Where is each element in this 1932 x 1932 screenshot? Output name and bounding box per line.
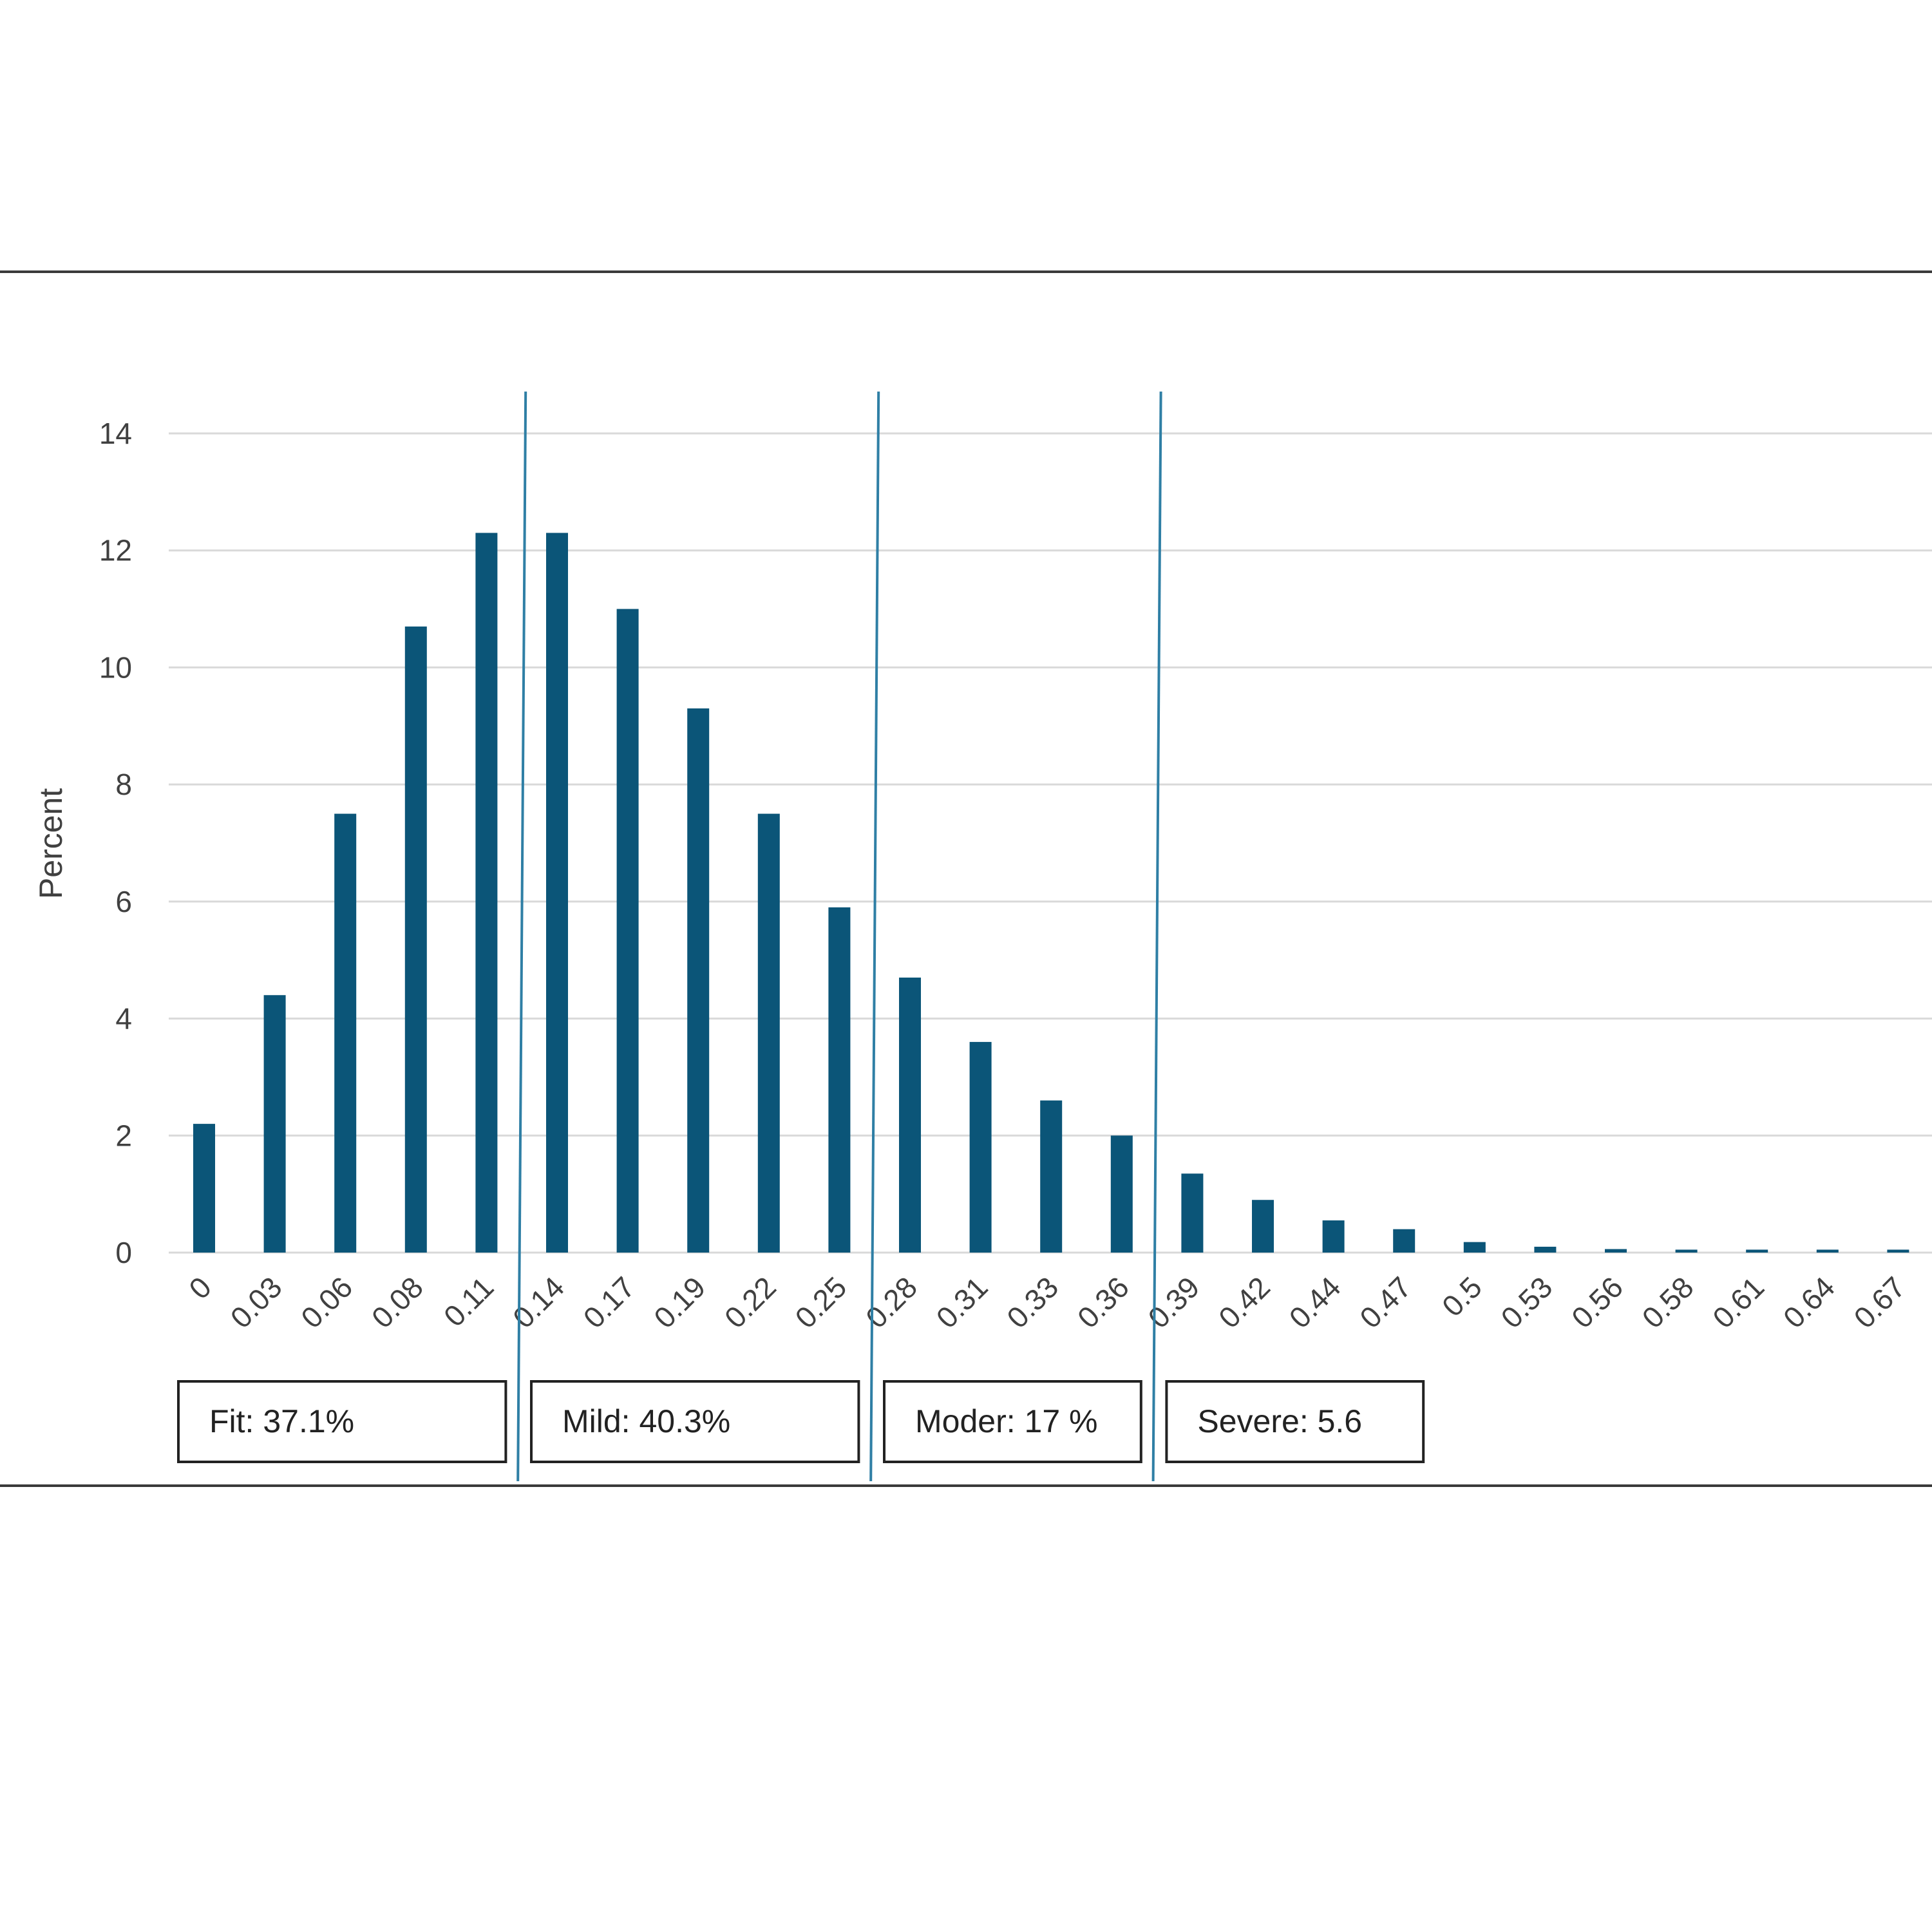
bar — [1322, 1220, 1345, 1253]
x-tick-label: 0.03 — [224, 1270, 289, 1334]
y-axis-label: Percent — [33, 788, 69, 899]
x-tick-label: 0.08 — [365, 1270, 430, 1334]
y-tick-label: 14 — [99, 417, 132, 450]
cutoff-line — [869, 391, 880, 1482]
x-axis-ticks: 0 0.03 0.06 0.08 0.11 0.14 0.17 0.19 0.22 0.25 0.2… — [182, 1270, 1911, 1334]
bar — [1746, 1249, 1768, 1253]
x-tick-label: 0.56 — [1565, 1270, 1629, 1334]
region-label-box — [1165, 1380, 1425, 1463]
bar — [757, 813, 780, 1253]
x-tick-label: 0.11 — [437, 1270, 500, 1333]
x-tick-label: 0.25 — [788, 1270, 853, 1334]
x-tick-label: 0.28 — [859, 1270, 923, 1334]
x-tick-label: 0 — [182, 1270, 218, 1305]
x-tick-label: 0.42 — [1212, 1270, 1276, 1334]
bar — [1675, 1249, 1698, 1253]
x-tick-label: 0.19 — [647, 1270, 712, 1334]
cutoff-line — [1151, 391, 1162, 1482]
region-label: Severe: 5.6 — [1197, 1403, 1362, 1439]
cutoff-lines — [516, 391, 1162, 1482]
region-label: Mild: 40.3% — [562, 1403, 730, 1439]
x-tick-label: 0.61 — [1706, 1270, 1770, 1334]
bar — [475, 533, 498, 1253]
y-tick-label: 2 — [115, 1119, 132, 1152]
x-tick-label: 0.14 — [506, 1270, 571, 1334]
x-tick-label: 0.44 — [1283, 1270, 1347, 1334]
x-tick-label: 0.64 — [1777, 1270, 1841, 1334]
x-tick-label: 0.22 — [718, 1270, 782, 1334]
bar — [334, 813, 357, 1253]
bar — [899, 977, 921, 1253]
x-tick-label: 0.67 — [1847, 1270, 1911, 1334]
region-label-box — [530, 1380, 860, 1463]
bar — [546, 533, 568, 1253]
bars — [193, 533, 1909, 1253]
bar — [1887, 1249, 1909, 1253]
region-label-box — [177, 1380, 507, 1463]
bar — [1252, 1200, 1274, 1253]
gridlines — [169, 432, 1932, 1254]
x-tick-label: 0.33 — [1000, 1270, 1065, 1334]
bar — [1816, 1249, 1839, 1253]
region-label-box — [883, 1380, 1142, 1463]
bar — [1181, 1173, 1204, 1253]
bar — [193, 1124, 215, 1253]
x-tick-label: 0.58 — [1636, 1270, 1700, 1334]
bar — [687, 708, 710, 1253]
y-tick-label: 8 — [115, 768, 132, 801]
bar — [1463, 1242, 1486, 1253]
bar — [1534, 1246, 1557, 1253]
y-tick-label: 12 — [99, 534, 132, 567]
x-tick-label: 0.47 — [1353, 1270, 1417, 1334]
x-tick-label: 0.5 — [1435, 1270, 1488, 1323]
bar — [263, 995, 286, 1253]
region-labels: Fit: 37.1% Mild: 40.3% Moder: 17 % Severe: … — [177, 1380, 1425, 1463]
x-tick-label: 0.53 — [1494, 1270, 1558, 1334]
y-tick-label: 10 — [99, 650, 132, 684]
y-tick-label: 6 — [115, 885, 132, 918]
bar — [969, 1041, 992, 1253]
x-tick-label: 0.31 — [930, 1270, 994, 1334]
x-tick-label: 0.36 — [1071, 1270, 1135, 1334]
cutoff-line — [516, 391, 527, 1482]
x-tick-label: 0.39 — [1141, 1270, 1206, 1334]
bar — [1605, 1249, 1627, 1253]
region-label: Moder: 17 % — [915, 1403, 1097, 1439]
y-tick-label: 0 — [115, 1236, 132, 1269]
y-axis-ticks: 0 2 4 6 8 10 12 14 — [99, 417, 132, 1269]
y-tick-label: 4 — [115, 1002, 132, 1036]
bar — [1040, 1100, 1063, 1253]
bar — [828, 907, 851, 1253]
bar — [1110, 1135, 1133, 1253]
bar — [404, 626, 427, 1253]
bar — [1393, 1229, 1416, 1253]
x-tick-label: 0.06 — [294, 1270, 359, 1334]
region-label: Fit: 37.1% — [209, 1403, 354, 1439]
x-tick-label: 0.17 — [577, 1270, 641, 1334]
bar — [616, 609, 639, 1253]
